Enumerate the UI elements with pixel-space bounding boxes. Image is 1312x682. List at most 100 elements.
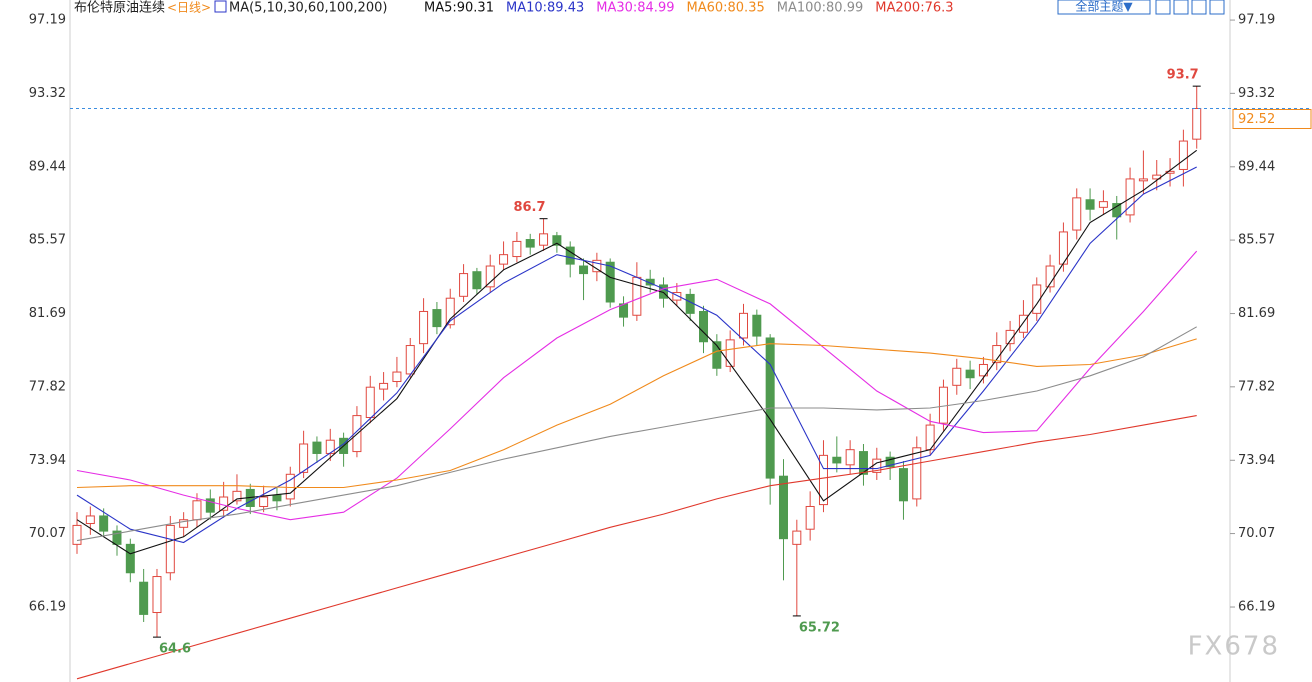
candle-body xyxy=(898,468,908,502)
y-tick-label: 89.44 xyxy=(29,159,66,174)
legend-entry: MA30:84.99 xyxy=(596,1,674,16)
y-tick-label: 81.69 xyxy=(29,306,66,321)
tool-icon[interactable] xyxy=(1209,0,1225,15)
extreme-label: 93.7 xyxy=(1167,68,1199,83)
candle-body xyxy=(525,239,535,248)
candle-body xyxy=(72,524,82,545)
candle-body xyxy=(778,475,788,540)
candle-body xyxy=(1098,201,1108,208)
candle-body xyxy=(792,530,802,545)
y-tick-label: 93.32 xyxy=(29,86,66,101)
ma-line xyxy=(76,326,1197,542)
candle-body xyxy=(1165,170,1175,174)
candle-body xyxy=(485,265,495,288)
candle-body xyxy=(752,314,762,337)
y2-tick-label: 85.57 xyxy=(1238,233,1275,248)
y2-tick-label: 81.69 xyxy=(1238,306,1275,321)
extreme-label: 86.7 xyxy=(513,200,545,215)
legend-entry: MA100:80.99 xyxy=(777,1,864,16)
watermark: FX678 xyxy=(1188,632,1280,662)
legend-entry: MA200:76.3 xyxy=(875,1,953,16)
y-tick-label: 66.19 xyxy=(29,600,66,615)
candle-body xyxy=(272,494,282,502)
ma-label: MA(5,10,30,60,100,200) xyxy=(229,1,387,16)
candle-body xyxy=(405,345,415,375)
candle-body xyxy=(499,254,509,265)
candle-body xyxy=(885,456,895,468)
last-price-label: 92.52 xyxy=(1238,112,1275,127)
candle-body xyxy=(1138,178,1148,182)
candle-body xyxy=(965,369,975,379)
theme-button[interactable] xyxy=(1057,0,1151,15)
y-tick-label: 70.07 xyxy=(29,526,66,541)
candle-body xyxy=(312,441,322,454)
candle-body xyxy=(1085,199,1095,210)
period-label: <日线> xyxy=(167,1,211,15)
chart-title: 布伦特原油连续 xyxy=(74,0,165,16)
candle-body xyxy=(379,382,389,390)
legend-entry: MA60:80.35 xyxy=(686,1,764,16)
candle-body xyxy=(1032,284,1042,314)
last-price-box xyxy=(1232,108,1312,129)
candle-body xyxy=(565,246,575,265)
y-tick-label: 97.19 xyxy=(29,13,66,28)
candle-body xyxy=(579,265,589,275)
y-tick-label: 85.57 xyxy=(29,233,66,248)
y2-tick-label: 93.32 xyxy=(1238,86,1275,101)
candle-body xyxy=(539,233,549,246)
candle-body xyxy=(818,454,828,506)
candle-body xyxy=(858,451,868,475)
ma-line xyxy=(76,149,1198,555)
toolbar[interactable] xyxy=(1155,0,1225,15)
candle-body xyxy=(139,581,149,615)
tool-icon[interactable] xyxy=(1191,0,1207,15)
candle-body xyxy=(419,310,429,345)
candle-body xyxy=(739,312,748,339)
candle-body xyxy=(1178,140,1188,170)
candle-body xyxy=(1072,197,1082,231)
candle-body xyxy=(552,235,562,246)
y2-tick-label: 70.07 xyxy=(1238,526,1275,541)
candle-body xyxy=(205,498,215,513)
y2-tick-label: 73.94 xyxy=(1238,453,1275,468)
legend-entry: MA5:90.31 xyxy=(424,1,494,16)
y-tick-label: 73.94 xyxy=(29,453,66,468)
candle-body xyxy=(1125,178,1135,216)
legend-entry: MA10:89.43 xyxy=(506,1,584,16)
ma-line xyxy=(76,250,1198,521)
candle-body xyxy=(85,515,95,525)
candle-body xyxy=(912,447,922,500)
candle-body xyxy=(512,240,522,258)
candle-body xyxy=(432,309,442,328)
tool-icon[interactable] xyxy=(1155,0,1171,15)
candle-body xyxy=(99,515,109,532)
candle-body xyxy=(978,363,988,377)
ma-line xyxy=(76,415,1197,680)
theme-button-label[interactable]: 全部主题▼ xyxy=(1075,0,1133,14)
candle-body xyxy=(445,297,455,326)
candle-body xyxy=(392,371,402,383)
tool-icon[interactable] xyxy=(1173,0,1189,15)
candle-body xyxy=(672,292,682,301)
candle-body xyxy=(952,367,962,386)
candle-body xyxy=(832,456,842,464)
candle-body xyxy=(1045,265,1055,288)
candle-body xyxy=(1112,203,1122,218)
ma-line xyxy=(76,166,1197,544)
candle-body xyxy=(165,524,175,574)
candle-body xyxy=(112,530,122,545)
candle-body xyxy=(152,576,162,614)
candle-body xyxy=(125,543,135,574)
candle-body xyxy=(1192,107,1202,140)
extreme-label: 64.6 xyxy=(159,642,191,657)
candle-body xyxy=(299,443,309,473)
y2-tick-label: 97.19 xyxy=(1238,13,1275,28)
candle-body xyxy=(365,386,375,418)
candle-body xyxy=(645,278,655,286)
candle-body xyxy=(259,496,269,507)
candle-body xyxy=(805,505,815,530)
candle-body xyxy=(179,519,189,528)
candle-body xyxy=(1005,329,1015,345)
candle-body xyxy=(1018,314,1028,333)
